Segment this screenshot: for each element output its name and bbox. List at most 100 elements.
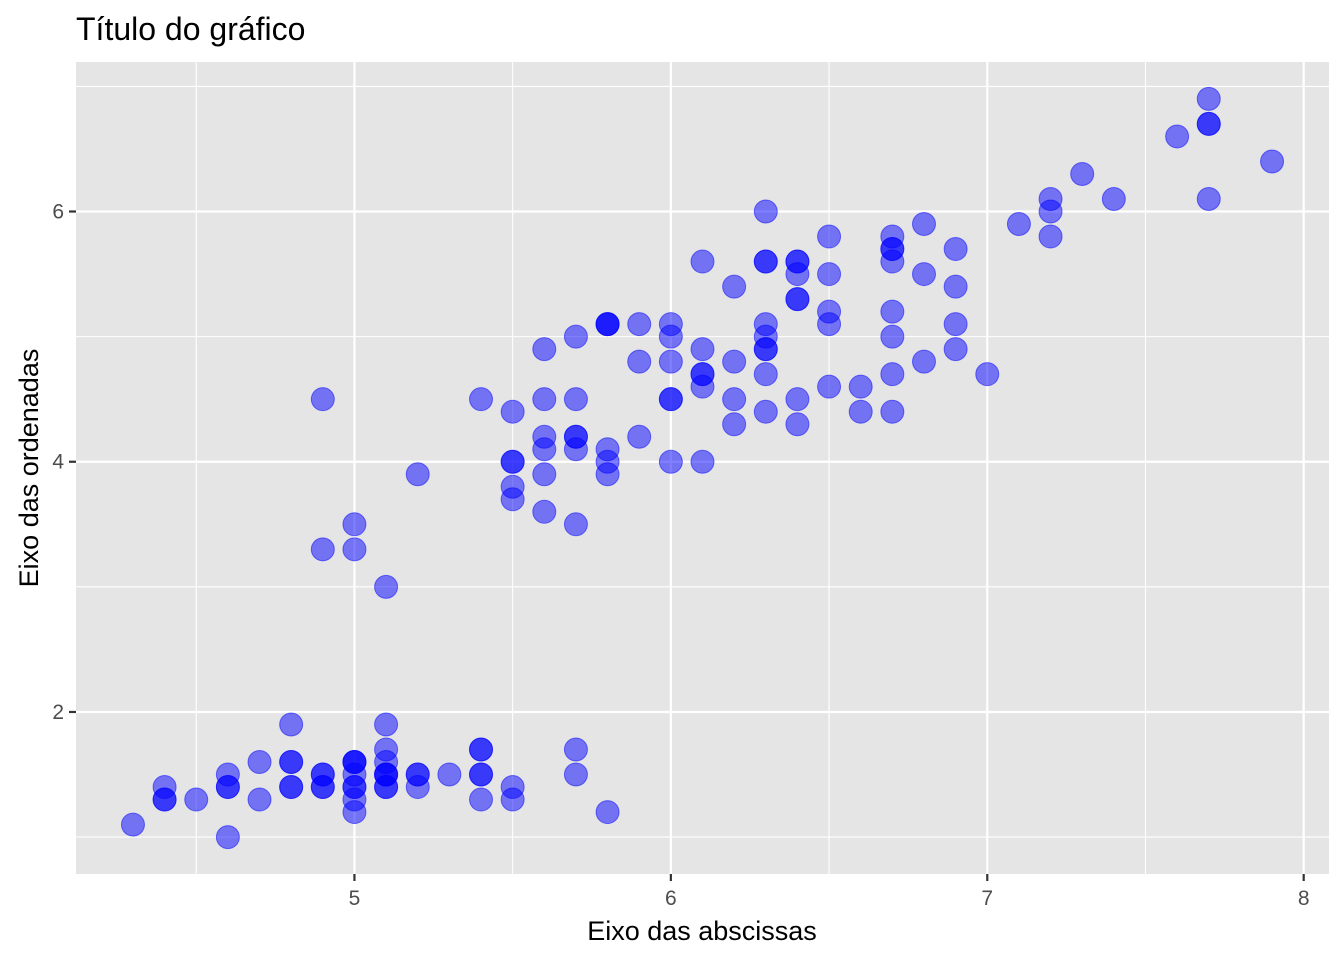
y-tick-label: 6 xyxy=(52,201,64,224)
data-point xyxy=(817,374,842,399)
data-point xyxy=(943,274,968,299)
data-point xyxy=(342,775,367,800)
data-point xyxy=(753,324,778,349)
data-point xyxy=(563,437,588,462)
data-point xyxy=(627,424,652,449)
data-point xyxy=(405,462,430,487)
data-point xyxy=(817,299,842,324)
data-point xyxy=(215,825,240,850)
data-point xyxy=(120,812,145,837)
x-axis-title: Eixo das abscissas xyxy=(587,916,817,946)
data-point xyxy=(1038,199,1063,224)
data-point xyxy=(500,399,525,424)
data-point xyxy=(500,449,525,474)
data-point xyxy=(405,762,430,787)
data-point xyxy=(310,775,335,800)
grid-lines xyxy=(76,62,1329,874)
data-point xyxy=(658,349,683,374)
data-point xyxy=(563,324,588,349)
data-point xyxy=(500,487,525,512)
data-point xyxy=(152,787,177,812)
y-axis-title: Eixo das ordenadas xyxy=(14,349,44,588)
data-point xyxy=(690,249,715,274)
data-point xyxy=(563,387,588,412)
data-point xyxy=(247,750,272,775)
data-point xyxy=(563,512,588,537)
data-point xyxy=(1165,124,1190,149)
data-point xyxy=(753,362,778,387)
data-point xyxy=(911,262,936,287)
data-point xyxy=(943,337,968,362)
axis-ticks: 5 6 7 8 2 4 6 xyxy=(52,201,1309,910)
data-point xyxy=(342,750,367,775)
data-point xyxy=(880,399,905,424)
data-point xyxy=(690,374,715,399)
data-point xyxy=(785,262,810,287)
data-point xyxy=(911,212,936,237)
data-point xyxy=(469,387,494,412)
data-point xyxy=(785,287,810,312)
data-point xyxy=(880,299,905,324)
data-point xyxy=(785,412,810,437)
data-point xyxy=(374,750,399,775)
data-point xyxy=(658,324,683,349)
data-point xyxy=(817,262,842,287)
x-tick-label: 5 xyxy=(349,887,361,910)
data-point xyxy=(437,762,462,787)
data-point xyxy=(469,762,494,787)
data-point xyxy=(848,374,873,399)
data-point xyxy=(1260,149,1285,174)
data-point xyxy=(1070,161,1095,186)
data-point xyxy=(563,762,588,787)
data-point xyxy=(279,750,304,775)
x-tick-label: 6 xyxy=(665,887,677,910)
data-point xyxy=(215,775,240,800)
x-tick-label: 8 xyxy=(1298,887,1310,910)
data-point xyxy=(722,274,747,299)
data-point xyxy=(1101,187,1126,212)
data-point xyxy=(722,349,747,374)
data-point xyxy=(880,237,905,262)
y-tick-label: 4 xyxy=(52,451,64,474)
data-point xyxy=(532,499,557,524)
data-point xyxy=(279,775,304,800)
data-point xyxy=(880,324,905,349)
data-point xyxy=(722,387,747,412)
data-point xyxy=(785,387,810,412)
data-point xyxy=(1038,224,1063,249)
data-point xyxy=(1006,212,1031,237)
data-point xyxy=(595,800,620,825)
data-point xyxy=(342,512,367,537)
data-point xyxy=(943,237,968,262)
data-point xyxy=(500,787,525,812)
data-point xyxy=(532,337,557,362)
data-point xyxy=(880,362,905,387)
chart-title: Título do gráfico xyxy=(76,11,305,47)
data-point xyxy=(532,424,557,449)
data-point xyxy=(595,449,620,474)
data-point xyxy=(722,412,747,437)
data-point xyxy=(184,787,209,812)
data-point xyxy=(943,312,968,337)
data-point xyxy=(753,199,778,224)
data-point xyxy=(753,249,778,274)
data-point xyxy=(469,737,494,762)
data-point xyxy=(1196,86,1221,111)
data-point xyxy=(1196,187,1221,212)
data-point xyxy=(374,712,399,737)
data-point xyxy=(848,399,873,424)
data-point xyxy=(658,449,683,474)
data-points xyxy=(120,86,1285,850)
data-point xyxy=(658,387,683,412)
data-point xyxy=(310,387,335,412)
data-point xyxy=(627,349,652,374)
data-point xyxy=(532,462,557,487)
data-point xyxy=(753,399,778,424)
y-tick-label: 2 xyxy=(52,701,64,724)
data-point xyxy=(975,362,1000,387)
data-point xyxy=(1196,111,1221,136)
x-tick-label: 7 xyxy=(981,887,993,910)
data-point xyxy=(817,224,842,249)
data-point xyxy=(247,787,272,812)
